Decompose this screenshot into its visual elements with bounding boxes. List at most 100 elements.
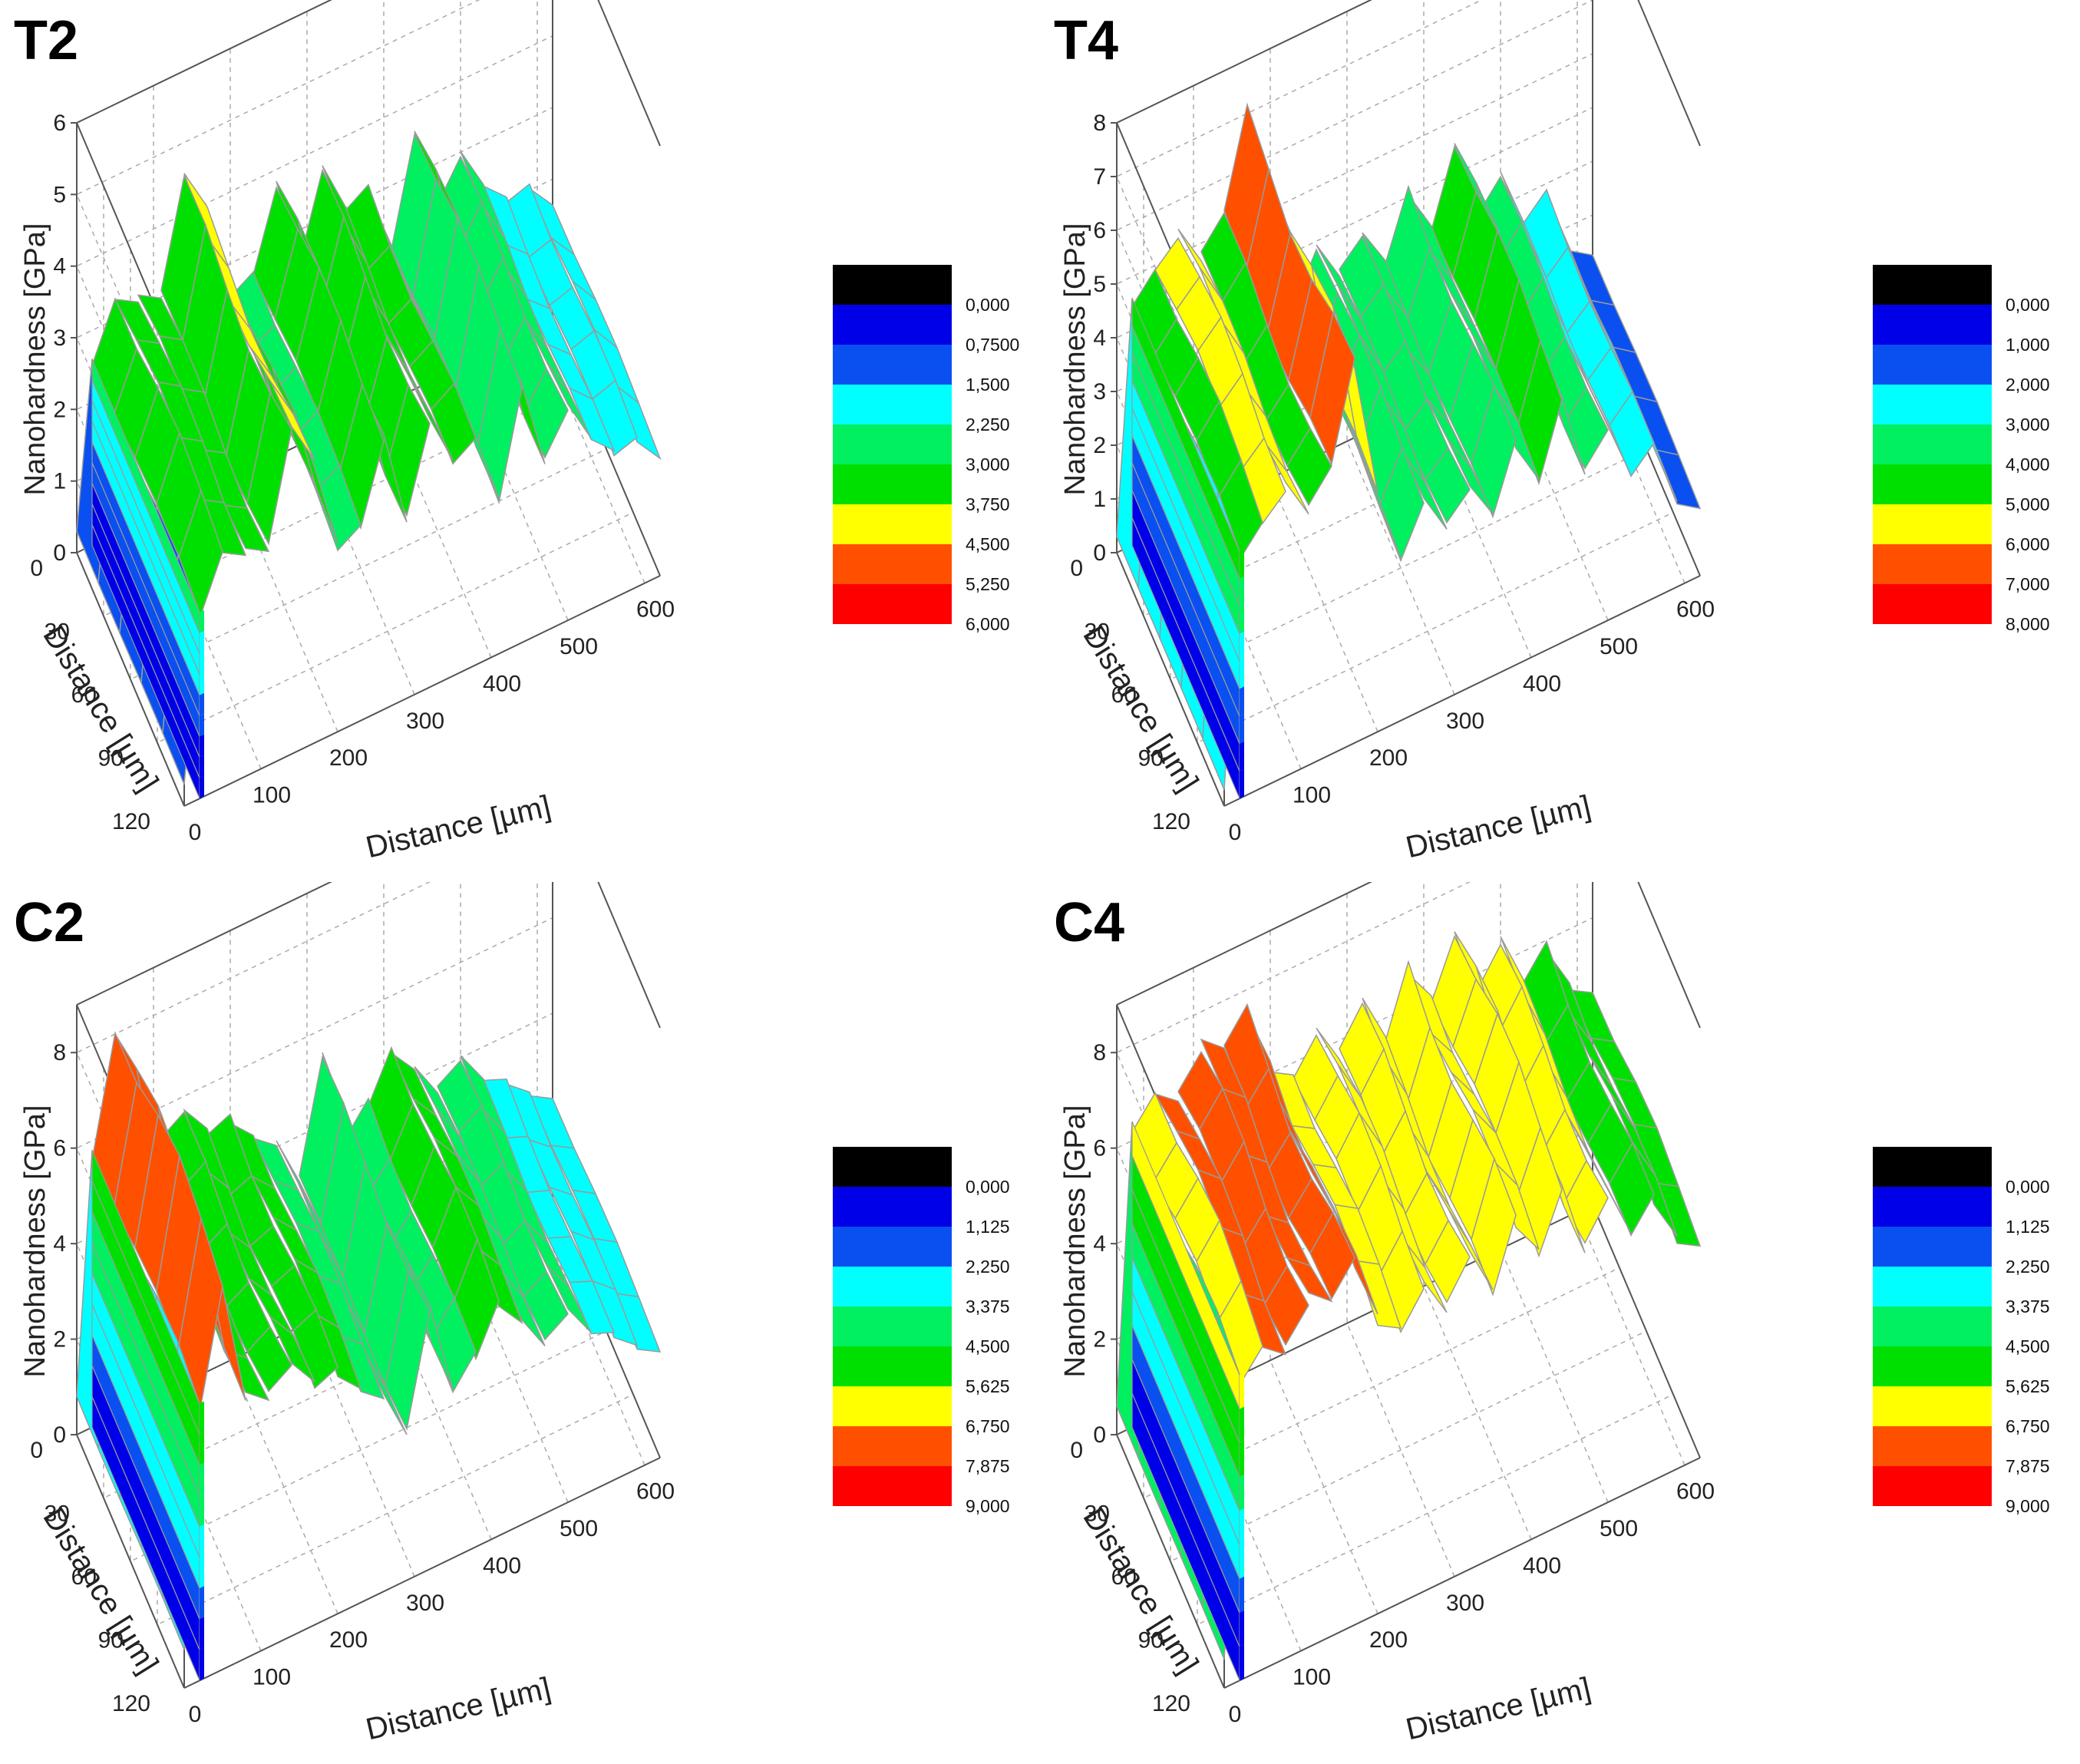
legend-swatch: [1873, 424, 1992, 464]
legend-label: 1,125: [966, 1217, 1010, 1237]
surface-front-band: [1240, 603, 1244, 634]
surface: [1116, 102, 1702, 799]
surface-facet: [1402, 451, 1448, 530]
z-axis-title: Nanohardness [GPa]: [19, 1105, 51, 1378]
legend-label: 0,000: [2006, 1177, 2050, 1197]
y-tick-label: 120: [1152, 1691, 1190, 1716]
legend-swatch: [833, 504, 952, 544]
grid-line: [1116, 1108, 1593, 1593]
axis-edge: [1116, 552, 1225, 807]
axis-edge: [1223, 575, 1701, 807]
x-axis-title: Distance [µm]: [363, 789, 554, 864]
legend-swatch: [1873, 504, 1992, 544]
legend-swatch: [1873, 265, 1992, 305]
surface-front-band: [200, 775, 204, 799]
z-tick-label: 0: [53, 1422, 66, 1448]
legend-swatch: [833, 424, 952, 464]
surface-facet: [1263, 441, 1309, 515]
panel-t2: 0 1 2 3 4 5 6 0 100 200 300 400 500 600 0 30 60 90 120 Nano…: [0, 0, 1040, 882]
z-tick-label: 4: [1093, 1231, 1106, 1257]
legend-swatch: [1873, 1346, 1992, 1386]
grid-line: [76, 0, 480, 448]
surface-front-band: [1240, 1508, 1244, 1545]
surface-front-band: [1240, 1474, 1244, 1511]
surface-front-band: [1240, 659, 1244, 689]
axis-edge: [1592, 1204, 1701, 1458]
x-tick-label: 100: [1293, 783, 1331, 808]
chart-title: C2: [14, 892, 85, 953]
axis-edge: [1637, 0, 1701, 147]
surface-facet: [269, 1316, 315, 1382]
chart-title: T4: [1054, 10, 1119, 71]
legend-swatch: [833, 265, 952, 305]
y-tick-label: 60: [71, 682, 97, 708]
legend-swatch: [833, 544, 952, 584]
surface-facet: [1309, 311, 1355, 466]
legend-swatch: [1873, 305, 1992, 345]
x-tick-label: 0: [1229, 820, 1242, 845]
y-tick-label: 90: [98, 746, 124, 771]
surface-front-band: [1240, 714, 1244, 744]
surface-front-band: [1240, 1644, 1244, 1681]
surface-front-band: [200, 1555, 204, 1589]
y-tick-label: 90: [1138, 1628, 1164, 1653]
grid-line: [76, 107, 553, 592]
legend-label: 2,250: [2006, 1257, 2050, 1277]
y-tick-label: 120: [112, 1691, 150, 1716]
grid-line: [1116, 53, 1593, 538]
grid-line: [76, 882, 431, 1306]
z-tick-label: 6: [1093, 1136, 1106, 1161]
legend-swatch: [1873, 1227, 1992, 1267]
y-tick-label: 60: [1111, 682, 1137, 708]
y-tick-label: 30: [45, 619, 70, 645]
z-tick-label: 2: [1093, 1327, 1106, 1353]
surface-front-band: [1240, 741, 1244, 771]
surface-facet: [1402, 1237, 1448, 1313]
legend-label: 3,375: [966, 1297, 1010, 1316]
legend-label: 9,000: [2006, 1496, 2050, 1516]
axis-edge: [1223, 1457, 1701, 1689]
x-tick-label: 200: [1369, 745, 1408, 771]
x-tick-label: 300: [406, 709, 444, 734]
y-tick-label: 0: [1070, 556, 1083, 581]
legend-swatch: [1873, 1267, 1992, 1306]
legend-label: 7,000: [2006, 574, 2050, 594]
surface-front-band: [200, 1524, 204, 1558]
y-tick-label: 120: [112, 809, 150, 834]
legend-label: 4,500: [2006, 1336, 2050, 1356]
surface-chart-t2: 012345601002003004005006000306090120Nano…: [19, 0, 1019, 864]
surface-front-band: [200, 713, 204, 737]
z-axis-title: Nanohardness [GPa]: [19, 223, 51, 496]
axis-edge: [597, 0, 661, 147]
z-axis-title: Nanohardness [GPa]: [1059, 1105, 1091, 1378]
surface-front-band: [200, 1462, 204, 1496]
surface-front-band: [1240, 1406, 1244, 1443]
surface-front-band: [1240, 1576, 1244, 1613]
panel-c2: 0 2 4 6 8 0 100 200 300 400 500 600 0 30 60 90 120 Nanoha…: [0, 882, 1040, 1764]
axis-edge: [76, 0, 332, 124]
surface-facet: [1586, 1150, 1632, 1234]
surface-front-band: [1240, 631, 1244, 662]
z-tick-label: 0: [1093, 540, 1106, 566]
surface-front-band: [200, 672, 204, 695]
surface-front-band: [1240, 768, 1244, 799]
legend-label: 3,750: [966, 494, 1010, 514]
legend-swatch: [1873, 1147, 1992, 1187]
x-tick-label: 600: [636, 1479, 675, 1505]
x-tick-label: 200: [329, 745, 368, 771]
grid-line: [76, 35, 553, 520]
surface-front-band: [1240, 1373, 1244, 1409]
tick-labels: 0 1 2 3 4 5 6 7 8 0 100 200 300 400 500 600 0 30 60 90 120: [1070, 111, 1715, 845]
axis-edge: [1637, 882, 1701, 1029]
legend-swatch: [1873, 1306, 1992, 1346]
surface-front-band: [200, 734, 204, 758]
surface-facet: [1286, 427, 1332, 507]
x-tick-label: 100: [253, 1665, 291, 1690]
legend-label: 7,875: [966, 1456, 1010, 1476]
z-tick-label: 8: [53, 1040, 66, 1065]
y-tick-label: 0: [30, 1438, 43, 1463]
surface-chart-c2: 0 2 4 6 8 0 100 200 300 400 500 600 0 30 60 90 120 Nanoha…: [19, 882, 1010, 1746]
surface-facet: [1425, 1219, 1471, 1303]
z-tick-label: 8: [1093, 1040, 1106, 1065]
legend-label: 2,250: [966, 415, 1010, 434]
